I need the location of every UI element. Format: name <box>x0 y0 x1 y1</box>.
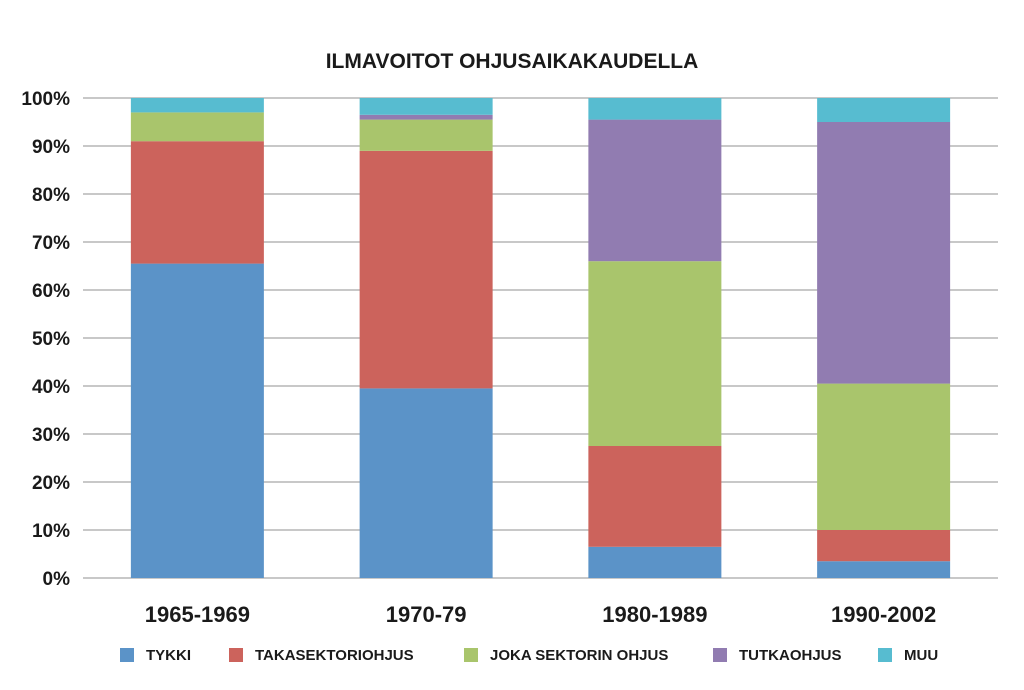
y-tick-label: 20% <box>32 473 70 494</box>
legend-label: TUTKAOHJUS <box>739 647 842 664</box>
y-tick-label: 100% <box>21 89 70 110</box>
legend-swatch <box>464 648 478 662</box>
bar-segment <box>130 98 264 113</box>
x-tick-label: 1990-2002 <box>831 602 936 627</box>
x-axis: 1965-1969 1970-79 1980-1989 1990-2002 <box>145 602 936 627</box>
y-tick-label: 90% <box>32 137 70 158</box>
bar-segment <box>817 561 951 578</box>
bar-segment <box>359 114 493 120</box>
bar-segment <box>359 388 493 578</box>
bar-segment <box>817 98 951 122</box>
bar-segment <box>359 98 493 115</box>
legend: TYKKI TAKASEKTORIOHJUS JOKA SEKTORIN OHJUS… <box>120 647 938 664</box>
bar-segment <box>817 122 951 384</box>
y-tick-label: 50% <box>32 329 70 350</box>
y-axis: 0% 10% 20% 30% 40% 50% 60% 70% 80% 90% 100% <box>21 89 70 590</box>
bar-segment <box>588 119 722 262</box>
legend-swatch <box>713 648 727 662</box>
bar-segment <box>130 263 264 578</box>
y-tick-label: 0% <box>43 569 71 590</box>
x-tick-label: 1965-1969 <box>145 602 250 627</box>
bar-segment <box>130 112 264 142</box>
legend-swatch <box>878 648 892 662</box>
y-tick-label: 30% <box>32 425 70 446</box>
y-tick-label: 60% <box>32 281 70 302</box>
y-tick-label: 10% <box>32 521 70 542</box>
legend-label: TYKKI <box>146 647 191 664</box>
bars <box>130 98 951 578</box>
bar-segment <box>588 98 722 120</box>
bar-segment <box>588 261 722 446</box>
y-tick-label: 80% <box>32 185 70 206</box>
chart-title: ILMAVOITOT OHJUSAIKAKAUDELLA <box>326 50 699 73</box>
x-tick-label: 1970-79 <box>386 602 467 627</box>
legend-swatch <box>120 648 134 662</box>
y-tick-label: 40% <box>32 377 70 398</box>
bar-segment <box>817 383 951 530</box>
bar-segment <box>588 546 722 578</box>
bar-segment <box>359 150 493 389</box>
legend-label: JOKA SEKTORIN OHJUS <box>490 647 668 664</box>
legend-label: TAKASEKTORIOHJUS <box>255 647 414 664</box>
legend-swatch <box>229 648 243 662</box>
x-tick-label: 1980-1989 <box>602 602 707 627</box>
bar-segment <box>817 530 951 562</box>
bar-segment <box>130 141 264 264</box>
legend-label: MUU <box>904 647 938 664</box>
bar-segment <box>588 446 722 547</box>
bar-segment <box>359 119 493 151</box>
y-tick-label: 70% <box>32 233 70 254</box>
